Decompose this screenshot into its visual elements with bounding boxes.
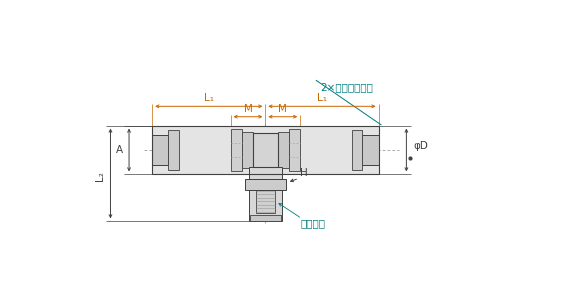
Bar bbox=[242, 132, 252, 168]
Bar bbox=[278, 132, 289, 168]
Bar bbox=[152, 126, 378, 174]
Text: φD: φD bbox=[413, 141, 429, 152]
Bar bbox=[152, 135, 168, 165]
Text: A: A bbox=[116, 145, 123, 155]
Bar bbox=[231, 129, 242, 171]
Text: M: M bbox=[278, 104, 287, 114]
Text: M: M bbox=[244, 104, 252, 114]
Text: 2×適用チューブ: 2×適用チューブ bbox=[321, 82, 373, 92]
Bar bbox=[352, 130, 362, 170]
Bar bbox=[245, 179, 286, 190]
Text: L₂: L₂ bbox=[94, 172, 105, 182]
Text: L₁: L₁ bbox=[204, 93, 214, 103]
Bar bbox=[249, 167, 282, 221]
Bar bbox=[168, 130, 179, 170]
Bar bbox=[289, 129, 300, 171]
Bar bbox=[250, 215, 280, 221]
Bar bbox=[256, 190, 275, 213]
Bar bbox=[362, 135, 378, 165]
Text: 接続ねじ: 接続ねじ bbox=[300, 219, 325, 229]
Bar bbox=[252, 133, 278, 167]
Text: H: H bbox=[300, 168, 308, 178]
Text: L₁: L₁ bbox=[317, 93, 327, 103]
